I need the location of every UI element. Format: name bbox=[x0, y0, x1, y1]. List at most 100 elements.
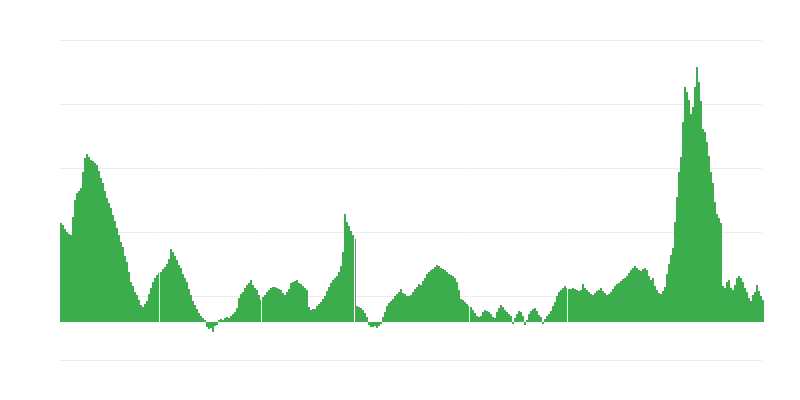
volume-bar bbox=[542, 322, 544, 324]
volume-bar bbox=[302, 286, 304, 322]
volume-bar bbox=[556, 296, 558, 322]
volume-bar bbox=[574, 289, 576, 322]
volume-bar bbox=[698, 82, 700, 322]
volume-bar bbox=[476, 316, 478, 322]
volume-bar bbox=[616, 284, 618, 322]
volume-bar bbox=[214, 322, 216, 326]
volume-bar bbox=[96, 165, 98, 322]
volume-bar bbox=[176, 260, 178, 322]
volume-bar bbox=[756, 285, 758, 322]
volume-bar bbox=[740, 278, 742, 322]
volume-bar bbox=[592, 295, 594, 322]
volume-bar bbox=[212, 322, 214, 332]
volume-bar bbox=[484, 310, 486, 322]
volume-bar bbox=[642, 269, 644, 322]
volume-bar bbox=[680, 157, 682, 322]
volume-bar bbox=[550, 311, 552, 322]
volume-bar bbox=[206, 322, 208, 327]
volume-bar bbox=[90, 160, 92, 322]
volume-bar bbox=[174, 256, 176, 322]
volume-bar bbox=[660, 294, 662, 322]
volume-bar bbox=[84, 158, 86, 322]
volume-bar bbox=[622, 279, 624, 322]
volume-bar bbox=[198, 313, 200, 322]
volume-bar bbox=[620, 281, 622, 322]
bar-gap bbox=[354, 62, 355, 322]
volume-bar bbox=[462, 300, 464, 322]
volume-bar bbox=[348, 226, 350, 322]
volume-bar bbox=[188, 289, 190, 322]
volume-bar bbox=[672, 248, 674, 322]
volume-bar bbox=[694, 87, 696, 322]
volume-bar bbox=[702, 129, 704, 322]
volume-bar bbox=[708, 156, 710, 322]
volume-bar bbox=[572, 288, 574, 322]
volume-bar bbox=[588, 292, 590, 322]
volume-bar bbox=[444, 270, 446, 322]
volume-bar bbox=[142, 307, 144, 322]
volume-bar bbox=[684, 87, 686, 322]
volume-bar bbox=[404, 294, 406, 322]
volume-bar bbox=[576, 290, 578, 322]
volume-bar bbox=[92, 161, 94, 322]
volume-bar bbox=[334, 278, 336, 322]
volume-bar bbox=[286, 292, 288, 322]
volume-bar bbox=[230, 316, 232, 322]
volume-bar bbox=[166, 264, 168, 322]
volume-bar bbox=[62, 225, 64, 322]
volume-bar bbox=[510, 316, 512, 322]
volume-bar bbox=[540, 317, 542, 322]
volume-bar bbox=[406, 296, 408, 322]
volume-bar bbox=[628, 273, 630, 322]
volume-bar bbox=[300, 284, 302, 322]
volume-bar bbox=[220, 319, 222, 322]
volume-bar bbox=[222, 320, 224, 322]
volume-bar bbox=[554, 302, 556, 322]
volume-bar bbox=[670, 255, 672, 322]
volume-bar bbox=[138, 300, 140, 322]
volume-bar bbox=[470, 307, 472, 322]
volume-bar bbox=[128, 272, 130, 322]
volume-bar bbox=[146, 301, 148, 322]
volume-bar bbox=[310, 310, 312, 322]
volume-bar bbox=[656, 290, 658, 322]
volume-bar bbox=[722, 286, 724, 322]
volume-bar bbox=[170, 249, 172, 322]
gridline bbox=[60, 360, 762, 361]
volume-bar bbox=[636, 268, 638, 322]
volume-bar bbox=[116, 228, 118, 322]
volume-bar bbox=[330, 283, 332, 322]
volume-bar bbox=[658, 293, 660, 322]
volume-bar bbox=[416, 287, 418, 322]
volume-bar bbox=[398, 292, 400, 322]
volume-bar bbox=[610, 292, 612, 322]
volume-bar bbox=[504, 310, 506, 322]
volume-bar bbox=[88, 157, 90, 322]
volume-bar bbox=[172, 252, 174, 322]
volume-bar bbox=[82, 172, 84, 322]
volume-bar bbox=[460, 299, 462, 322]
volume-bar bbox=[130, 282, 132, 322]
volume-bar bbox=[688, 100, 690, 322]
volume-bar bbox=[676, 197, 678, 322]
volume-bar bbox=[246, 285, 248, 322]
volume-bar bbox=[486, 311, 488, 322]
volume-bar bbox=[710, 172, 712, 322]
volume-bar bbox=[124, 256, 126, 322]
volume-bar bbox=[150, 288, 152, 322]
volume-bar bbox=[478, 317, 480, 322]
volume-bar bbox=[548, 314, 550, 322]
volume-bar bbox=[646, 270, 648, 322]
volume-bar bbox=[584, 288, 586, 322]
volume-bar bbox=[278, 289, 280, 322]
volume-bar bbox=[94, 163, 96, 322]
volume-bar bbox=[652, 278, 654, 322]
volume-bar bbox=[204, 320, 206, 322]
volume-bar bbox=[746, 292, 748, 322]
volume-bar bbox=[100, 178, 102, 322]
volume-bar bbox=[412, 292, 414, 322]
volume-bar bbox=[68, 234, 70, 322]
volume-bar bbox=[464, 302, 466, 322]
volume-bar bbox=[544, 319, 546, 322]
volume-bar bbox=[254, 288, 256, 322]
